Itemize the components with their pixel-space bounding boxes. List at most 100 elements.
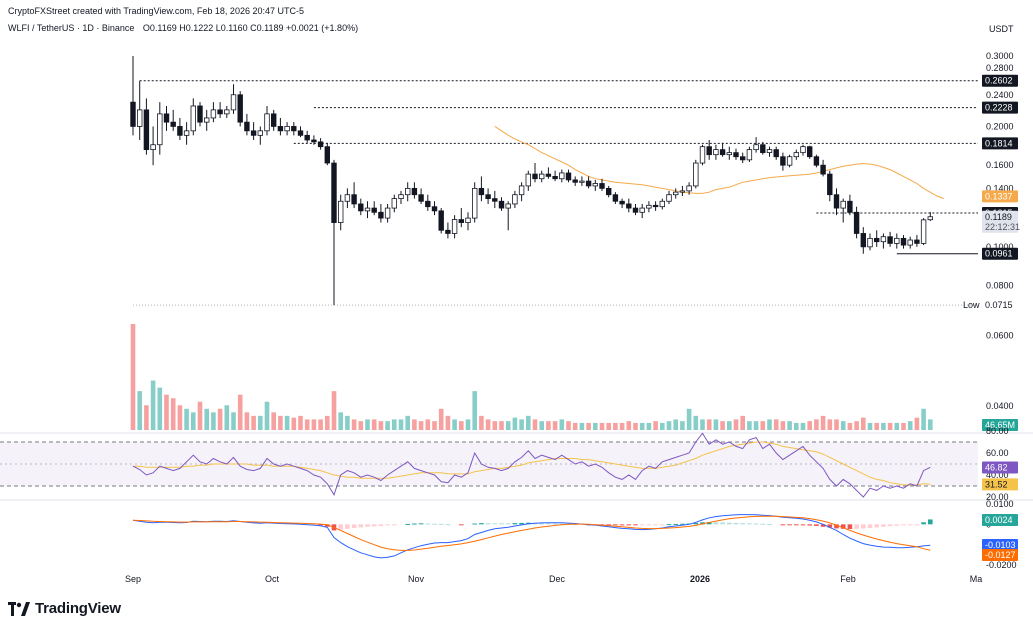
macd-histogram-bar [485, 523, 491, 525]
macd-tick-label: 0.0100 [986, 499, 1014, 509]
volume-bar [834, 419, 839, 430]
volume-bar [130, 324, 136, 430]
volume-bar [298, 415, 303, 430]
macd-histogram-bar [666, 524, 672, 526]
volume-bar [807, 421, 812, 430]
volume-bar [720, 421, 725, 430]
volume-bar [787, 421, 792, 430]
candle-body [177, 126, 183, 136]
volume-bar [170, 398, 176, 430]
rsi-tick-label: 20.00 [986, 492, 1009, 502]
volume-bar [512, 417, 518, 430]
macd-histogram-bar [338, 524, 343, 530]
volume-bar [472, 391, 477, 430]
macd-histogram-bar [412, 523, 417, 525]
macd-histogram-bar [807, 524, 812, 526]
candle-body [478, 187, 485, 196]
level-tag-label: 0.2602 [985, 76, 1013, 86]
volume-bar [820, 415, 826, 430]
candle-body [331, 162, 337, 223]
volume-bar [398, 419, 404, 430]
candle-body [197, 105, 203, 123]
volume-bar [606, 422, 611, 430]
candle-body [157, 113, 163, 146]
volume-bar [874, 422, 879, 430]
candle-body [666, 194, 672, 202]
countdown-label: 22:12:31 [985, 222, 1020, 232]
volume-bar [861, 417, 866, 430]
candle-body [733, 152, 739, 158]
volume-bar [854, 421, 859, 430]
candle-body [780, 156, 786, 166]
candle-body [559, 172, 565, 180]
volume-bar [660, 422, 665, 430]
candle-body [411, 187, 418, 196]
tradingview-logo[interactable]: TradingView [8, 600, 121, 617]
volume-bar [847, 422, 853, 430]
macd-histogram-bar [371, 524, 377, 527]
macd-histogram-bar [492, 523, 498, 525]
volume-bar [539, 421, 544, 430]
volume-bar [706, 419, 712, 430]
rsi-line [132, 432, 931, 498]
candle-body [438, 210, 444, 231]
volume-tag-label: 46.65M [985, 420, 1015, 430]
candle-body [324, 146, 330, 164]
volume-bar [794, 422, 799, 430]
volume-bar [485, 419, 491, 430]
price-ma-line [494, 125, 944, 200]
macd-tag [982, 549, 1018, 561]
volume-bar [840, 421, 846, 430]
symbol-title[interactable]: WLFI / TetherUS · 1D · Binance O0.1169 H… [8, 23, 358, 33]
volume-bar [552, 421, 558, 430]
attribution-text: CryptoFXStreet created with TradingView.… [8, 6, 304, 16]
candle-body [887, 236, 893, 244]
volume-bar [559, 419, 565, 430]
price-tick-label: 0.2800 [986, 63, 1014, 73]
macd-histogram-bar [405, 523, 410, 525]
volume-bar [646, 422, 652, 430]
macd-histogram-bar [760, 523, 766, 525]
macd-histogram-bar [499, 523, 504, 525]
volume-bar [405, 415, 410, 430]
macd-histogram-bar [418, 523, 424, 525]
macd-histogram-bar [539, 523, 544, 525]
currency-label: USDT [989, 24, 1014, 34]
macd-histogram-bar [325, 524, 330, 527]
volume-bar [452, 419, 457, 430]
volume-bar [586, 422, 591, 430]
candle-body [304, 134, 310, 141]
level-tag [982, 101, 1018, 114]
macd-histogram-bar [633, 524, 638, 526]
volume-bar [593, 422, 598, 430]
volume-bar [197, 401, 203, 430]
candle-body [827, 173, 833, 196]
volume-bar [814, 419, 819, 430]
volume-bar [191, 412, 196, 430]
volume-bar [727, 421, 732, 430]
candle-body [130, 101, 136, 127]
volume-bar [284, 415, 290, 430]
macd-histogram-bar [693, 522, 699, 525]
price-tick-label: 0.0600 [986, 331, 1014, 341]
candle-body [914, 239, 920, 244]
macd-histogram-bar [867, 524, 873, 528]
ohlc-readout: O0.1169 H0.1222 L0.1160 C0.1189 +0.0021 … [142, 23, 359, 33]
x-tick-label: Nov [408, 574, 425, 584]
candle-body [358, 203, 364, 212]
candle-body [311, 139, 317, 143]
volume-bar [686, 408, 692, 430]
macd-histogram-bar [921, 522, 926, 525]
macd-tick-label: -0.0200 [986, 560, 1017, 570]
macd-histogram-bar [479, 523, 484, 525]
level-tag [982, 137, 1018, 150]
candle-body [277, 126, 284, 132]
macd-histogram-bar [378, 524, 384, 526]
candle-body [746, 149, 753, 161]
x-tick-label: Feb [840, 574, 856, 584]
tradingview-logo-text: TradingView [35, 600, 121, 617]
candle-body [163, 113, 170, 123]
macd-histogram-bar [887, 524, 893, 527]
candle-body [626, 203, 632, 209]
